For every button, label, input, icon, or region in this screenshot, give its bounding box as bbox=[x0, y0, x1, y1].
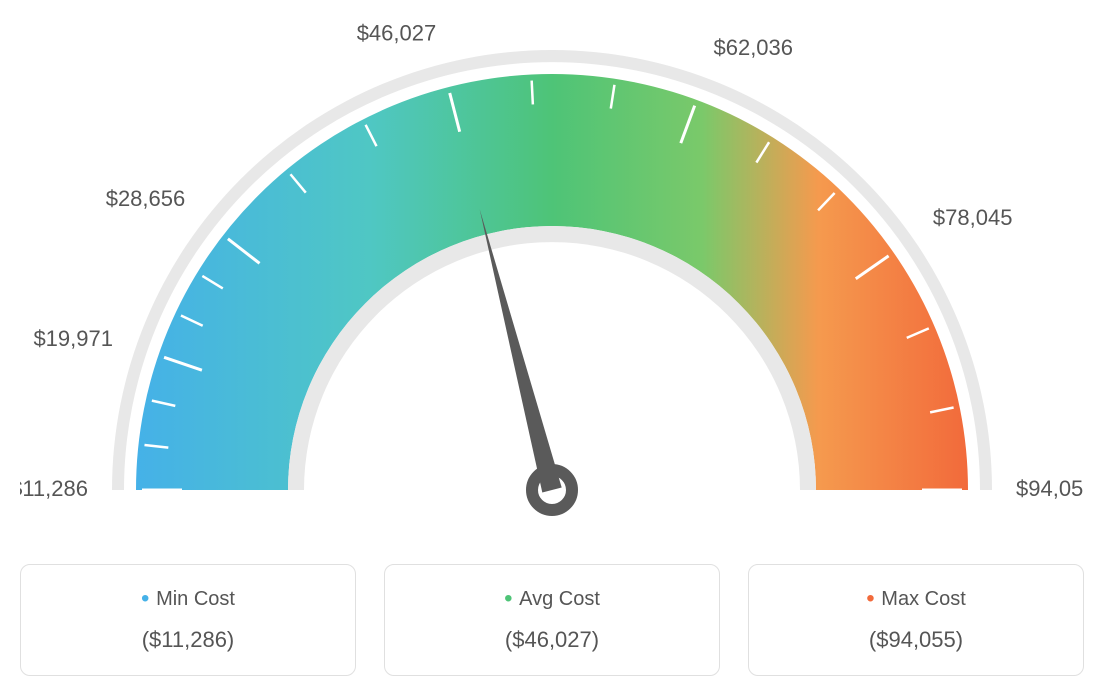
legend-min-label-text: Min Cost bbox=[156, 588, 235, 610]
legend-card-max: Max Cost ($94,055) bbox=[748, 564, 1084, 676]
legend-max-value: ($94,055) bbox=[759, 627, 1073, 653]
gauge-svg: $11,286 $19,971 $28,656 $46,027 $62,036 $78,0… bbox=[20, 20, 1084, 540]
gauge-minor-tick bbox=[532, 81, 533, 105]
gauge-needle bbox=[480, 209, 562, 492]
legend-avg-label-text: Avg Cost bbox=[519, 588, 600, 610]
legend-row: Min Cost ($11,286) Avg Cost ($46,027) Ma… bbox=[20, 564, 1084, 676]
gauge-tick-label: $46,027 bbox=[357, 21, 437, 46]
gauge-tick-label: $94,055 bbox=[1016, 476, 1084, 501]
gauge-tick-label: $19,971 bbox=[33, 326, 113, 351]
gauge-color-arc bbox=[136, 74, 968, 490]
gauge-tick-label: $28,656 bbox=[106, 186, 186, 211]
gauge-chart: $11,286 $19,971 $28,656 $46,027 $62,036 $78,0… bbox=[20, 20, 1084, 540]
legend-max-label-text: Max Cost bbox=[881, 588, 965, 610]
legend-avg-label: Avg Cost bbox=[395, 585, 709, 613]
gauge-tick-label: $78,045 bbox=[933, 205, 1013, 230]
legend-card-avg: Avg Cost ($46,027) bbox=[384, 564, 720, 676]
legend-card-min: Min Cost ($11,286) bbox=[20, 564, 356, 676]
legend-min-value: ($11,286) bbox=[31, 627, 345, 653]
legend-max-label: Max Cost bbox=[759, 585, 1073, 613]
gauge-tick-label: $62,036 bbox=[713, 35, 793, 60]
gauge-tick-label: $11,286 bbox=[20, 476, 88, 501]
legend-min-label: Min Cost bbox=[31, 585, 345, 613]
legend-avg-value: ($46,027) bbox=[395, 627, 709, 653]
